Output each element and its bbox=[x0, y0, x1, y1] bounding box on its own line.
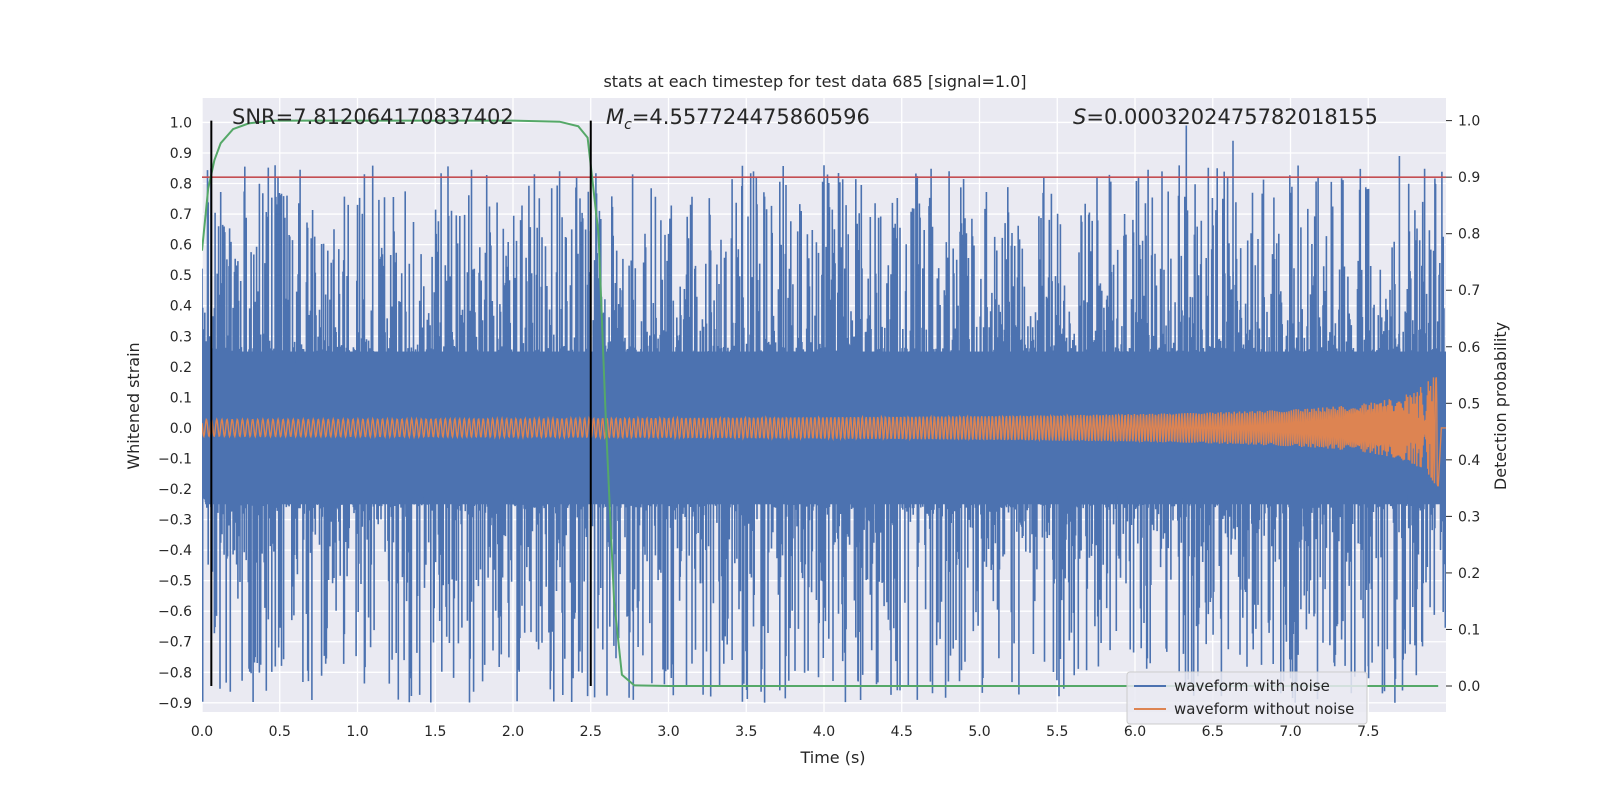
s-annotation: S=0.0003202475782018155 bbox=[1073, 105, 1378, 129]
axes: 0.0 0.5 1.0 1.5 2.0 2.5 3.0 3.5 4.0 4.5 5.0 5.5 6.0 6… bbox=[158, 114, 1480, 740]
s-symbol: S bbox=[1073, 105, 1086, 129]
series-waveform-without-noise bbox=[202, 377, 1446, 487]
x-tick-label: 4.5 bbox=[891, 724, 913, 740]
legend-entry-noise: waveform with noise bbox=[1174, 677, 1330, 695]
x-tick-label: 1.5 bbox=[424, 724, 446, 740]
y-right-tick-label: 1.0 bbox=[1458, 114, 1480, 130]
y-right-tick-label: 0.8 bbox=[1458, 227, 1480, 243]
x-tick-label: 1.0 bbox=[346, 724, 368, 740]
y-right-tick-label: 0.9 bbox=[1458, 170, 1480, 186]
y-tick-label: −0.8 bbox=[158, 665, 192, 681]
snr-annotation: SNR=7.812064170837402 bbox=[232, 105, 514, 129]
y-tick-label: 0.0 bbox=[170, 421, 192, 437]
y-tick-label: 0.7 bbox=[170, 207, 192, 223]
x-axis-label: Time (s) bbox=[799, 748, 865, 767]
y-axis-label: Whitened strain bbox=[124, 342, 143, 469]
x-tick-label: 3.5 bbox=[735, 724, 757, 740]
legend: waveform with noise waveform without noi… bbox=[1126, 671, 1368, 725]
y-right-tick-label: 0.5 bbox=[1458, 396, 1480, 412]
y-tick-label: −0.6 bbox=[158, 604, 192, 620]
legend-entry-clean: waveform without noise bbox=[1174, 700, 1354, 718]
mc-value: =4.557724475860596 bbox=[632, 105, 870, 129]
chart-title: stats at each timestep for test data 685… bbox=[603, 72, 1026, 91]
x-tick-label: 6.5 bbox=[1202, 724, 1224, 740]
y-axis-right-label: Detection probability bbox=[1491, 322, 1510, 490]
legend-box bbox=[1126, 671, 1368, 725]
y-tick-label: −0.9 bbox=[158, 696, 192, 712]
x-tick-label: 4.0 bbox=[813, 724, 835, 740]
y-right-tick-label: 0.6 bbox=[1458, 340, 1480, 356]
data-layer bbox=[202, 119, 1446, 703]
x-tick-label: 6.0 bbox=[1124, 724, 1146, 740]
y-right-tick-label: 0.1 bbox=[1458, 622, 1480, 638]
y-tick-label: 0.3 bbox=[170, 329, 192, 345]
mc-subscript: c bbox=[624, 117, 632, 133]
y-tick-label: −0.2 bbox=[158, 482, 192, 498]
y-tick-label: 0.9 bbox=[170, 146, 192, 162]
y-right-tick-label: 0.2 bbox=[1458, 566, 1480, 582]
y-tick-label: −0.1 bbox=[158, 451, 192, 467]
y-right-tick-label: 0.4 bbox=[1458, 453, 1480, 469]
y-tick-label: −0.3 bbox=[158, 513, 192, 529]
y-tick-label: −0.7 bbox=[158, 635, 192, 651]
x-tick-label: 0.5 bbox=[269, 724, 291, 740]
x-tick-label: 3.0 bbox=[657, 724, 679, 740]
y-tick-label: 0.5 bbox=[170, 268, 192, 284]
y-tick-label: 0.1 bbox=[170, 390, 192, 406]
x-tick-label: 7.5 bbox=[1357, 724, 1379, 740]
x-tick-label: 7.0 bbox=[1279, 724, 1301, 740]
y-tick-label: 0.6 bbox=[170, 238, 192, 254]
x-tick-label: 2.0 bbox=[502, 724, 524, 740]
x-tick-label: 5.5 bbox=[1046, 724, 1068, 740]
y-right-tick-label: 0.0 bbox=[1458, 679, 1480, 695]
s-value: =0.0003202475782018155 bbox=[1086, 105, 1378, 129]
y-tick-label: 0.4 bbox=[170, 299, 192, 315]
x-tick-label: 2.5 bbox=[580, 724, 602, 740]
chirp-mass-annotation: Mc=4.557724475860596 bbox=[606, 105, 870, 133]
y-right-tick-label: 0.3 bbox=[1458, 509, 1480, 525]
y-tick-label: 0.8 bbox=[170, 177, 192, 193]
y-tick-label: −0.5 bbox=[158, 574, 192, 590]
x-tick-label: 0.0 bbox=[191, 724, 213, 740]
y-tick-label: −0.4 bbox=[158, 543, 192, 559]
y-tick-label: 1.0 bbox=[170, 115, 192, 131]
x-tick-label: 5.0 bbox=[968, 724, 990, 740]
y-right-tick-label: 0.7 bbox=[1458, 283, 1480, 299]
y-tick-label: 0.2 bbox=[170, 360, 192, 376]
series-detection-probability bbox=[202, 119, 1439, 687]
vertical-markers bbox=[210, 120, 592, 686]
mc-symbol: M bbox=[606, 105, 624, 129]
